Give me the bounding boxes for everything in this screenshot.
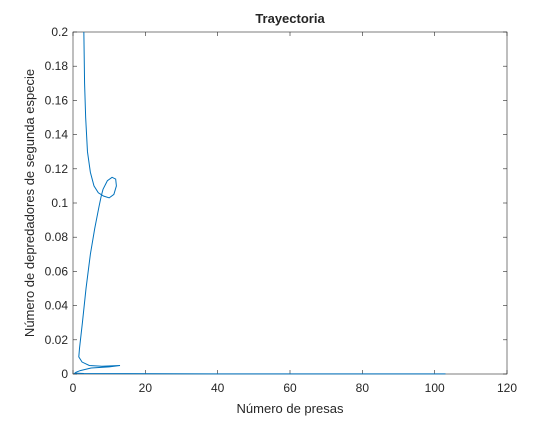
y-tick-label: 0.16 (45, 93, 69, 107)
trajectory-line (73, 31, 446, 375)
x-tick-label: 100 (425, 381, 445, 395)
chart-title: Trayectoria (255, 11, 325, 26)
plot-box (72, 31, 508, 375)
y-tick-label: 0.12 (45, 162, 69, 176)
x-tick-label: 120 (497, 381, 517, 395)
y-tick-label: 0.1 (51, 196, 68, 210)
x-tick-label: 20 (139, 381, 153, 395)
x-tick-label: 80 (356, 381, 370, 395)
y-axis-label: Número de depredadores de segunda especi… (22, 69, 37, 337)
x-tick-label: 0 (70, 381, 77, 395)
y-tick-label: 0.02 (45, 333, 69, 347)
y-tick-label: 0.08 (45, 230, 69, 244)
y-tick-label: 0.04 (45, 299, 69, 313)
x-tick-label: 40 (211, 381, 225, 395)
y-tick-label: 0.14 (45, 128, 69, 142)
y-tick-label: 0 (61, 367, 68, 381)
x-axis-label: Número de presas (237, 401, 344, 416)
x-tick-label: 60 (283, 381, 297, 395)
y-tick-label: 0.06 (45, 264, 69, 278)
y-tick-label: 0.18 (45, 59, 69, 73)
y-tick-label: 0.2 (51, 25, 68, 39)
